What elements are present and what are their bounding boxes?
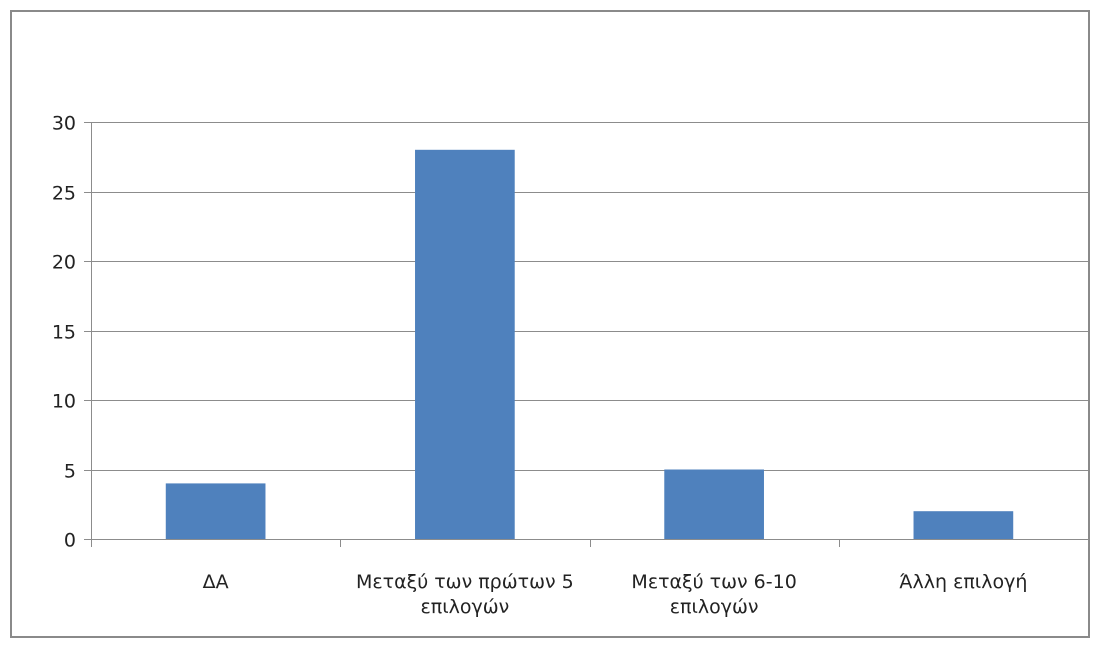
y-tick-label: 10 [52, 391, 76, 413]
category-label-line: ΔΑ [203, 571, 229, 593]
category-label: Μεταξύ των 6-10 επιλογών [631, 571, 796, 618]
bar [664, 469, 764, 539]
y-tick-label: 30 [52, 113, 76, 135]
bars [165, 149, 1014, 540]
axes [84, 122, 1089, 547]
y-tick-label: 25 [52, 183, 76, 205]
category-label-line: επιλογών [420, 596, 509, 618]
category-label-line: Μεταξύ των 6-10 [631, 571, 796, 593]
bar [913, 511, 1014, 539]
y-tick-label: 5 [64, 461, 76, 483]
y-tick-label: 0 [64, 530, 76, 552]
category-label-line: επιλογών [670, 596, 759, 618]
bar [415, 149, 515, 540]
y-tick-label: 15 [52, 322, 76, 344]
category-label: ΔΑ [203, 571, 229, 593]
bar [165, 483, 266, 539]
y-tick-labels: 0 5 10 15 20 25 30 [52, 113, 76, 552]
category-label-line: Άλλη επιλογή [899, 571, 1027, 593]
category-label-line: Μεταξύ των πρώτων 5 [356, 571, 574, 593]
y-tick-label: 20 [52, 252, 76, 274]
category-label: Μεταξύ των πρώτων 5 επιλογών [356, 571, 574, 618]
category-label: Άλλη επιλογή [899, 571, 1027, 593]
gridlines [91, 122, 1088, 471]
